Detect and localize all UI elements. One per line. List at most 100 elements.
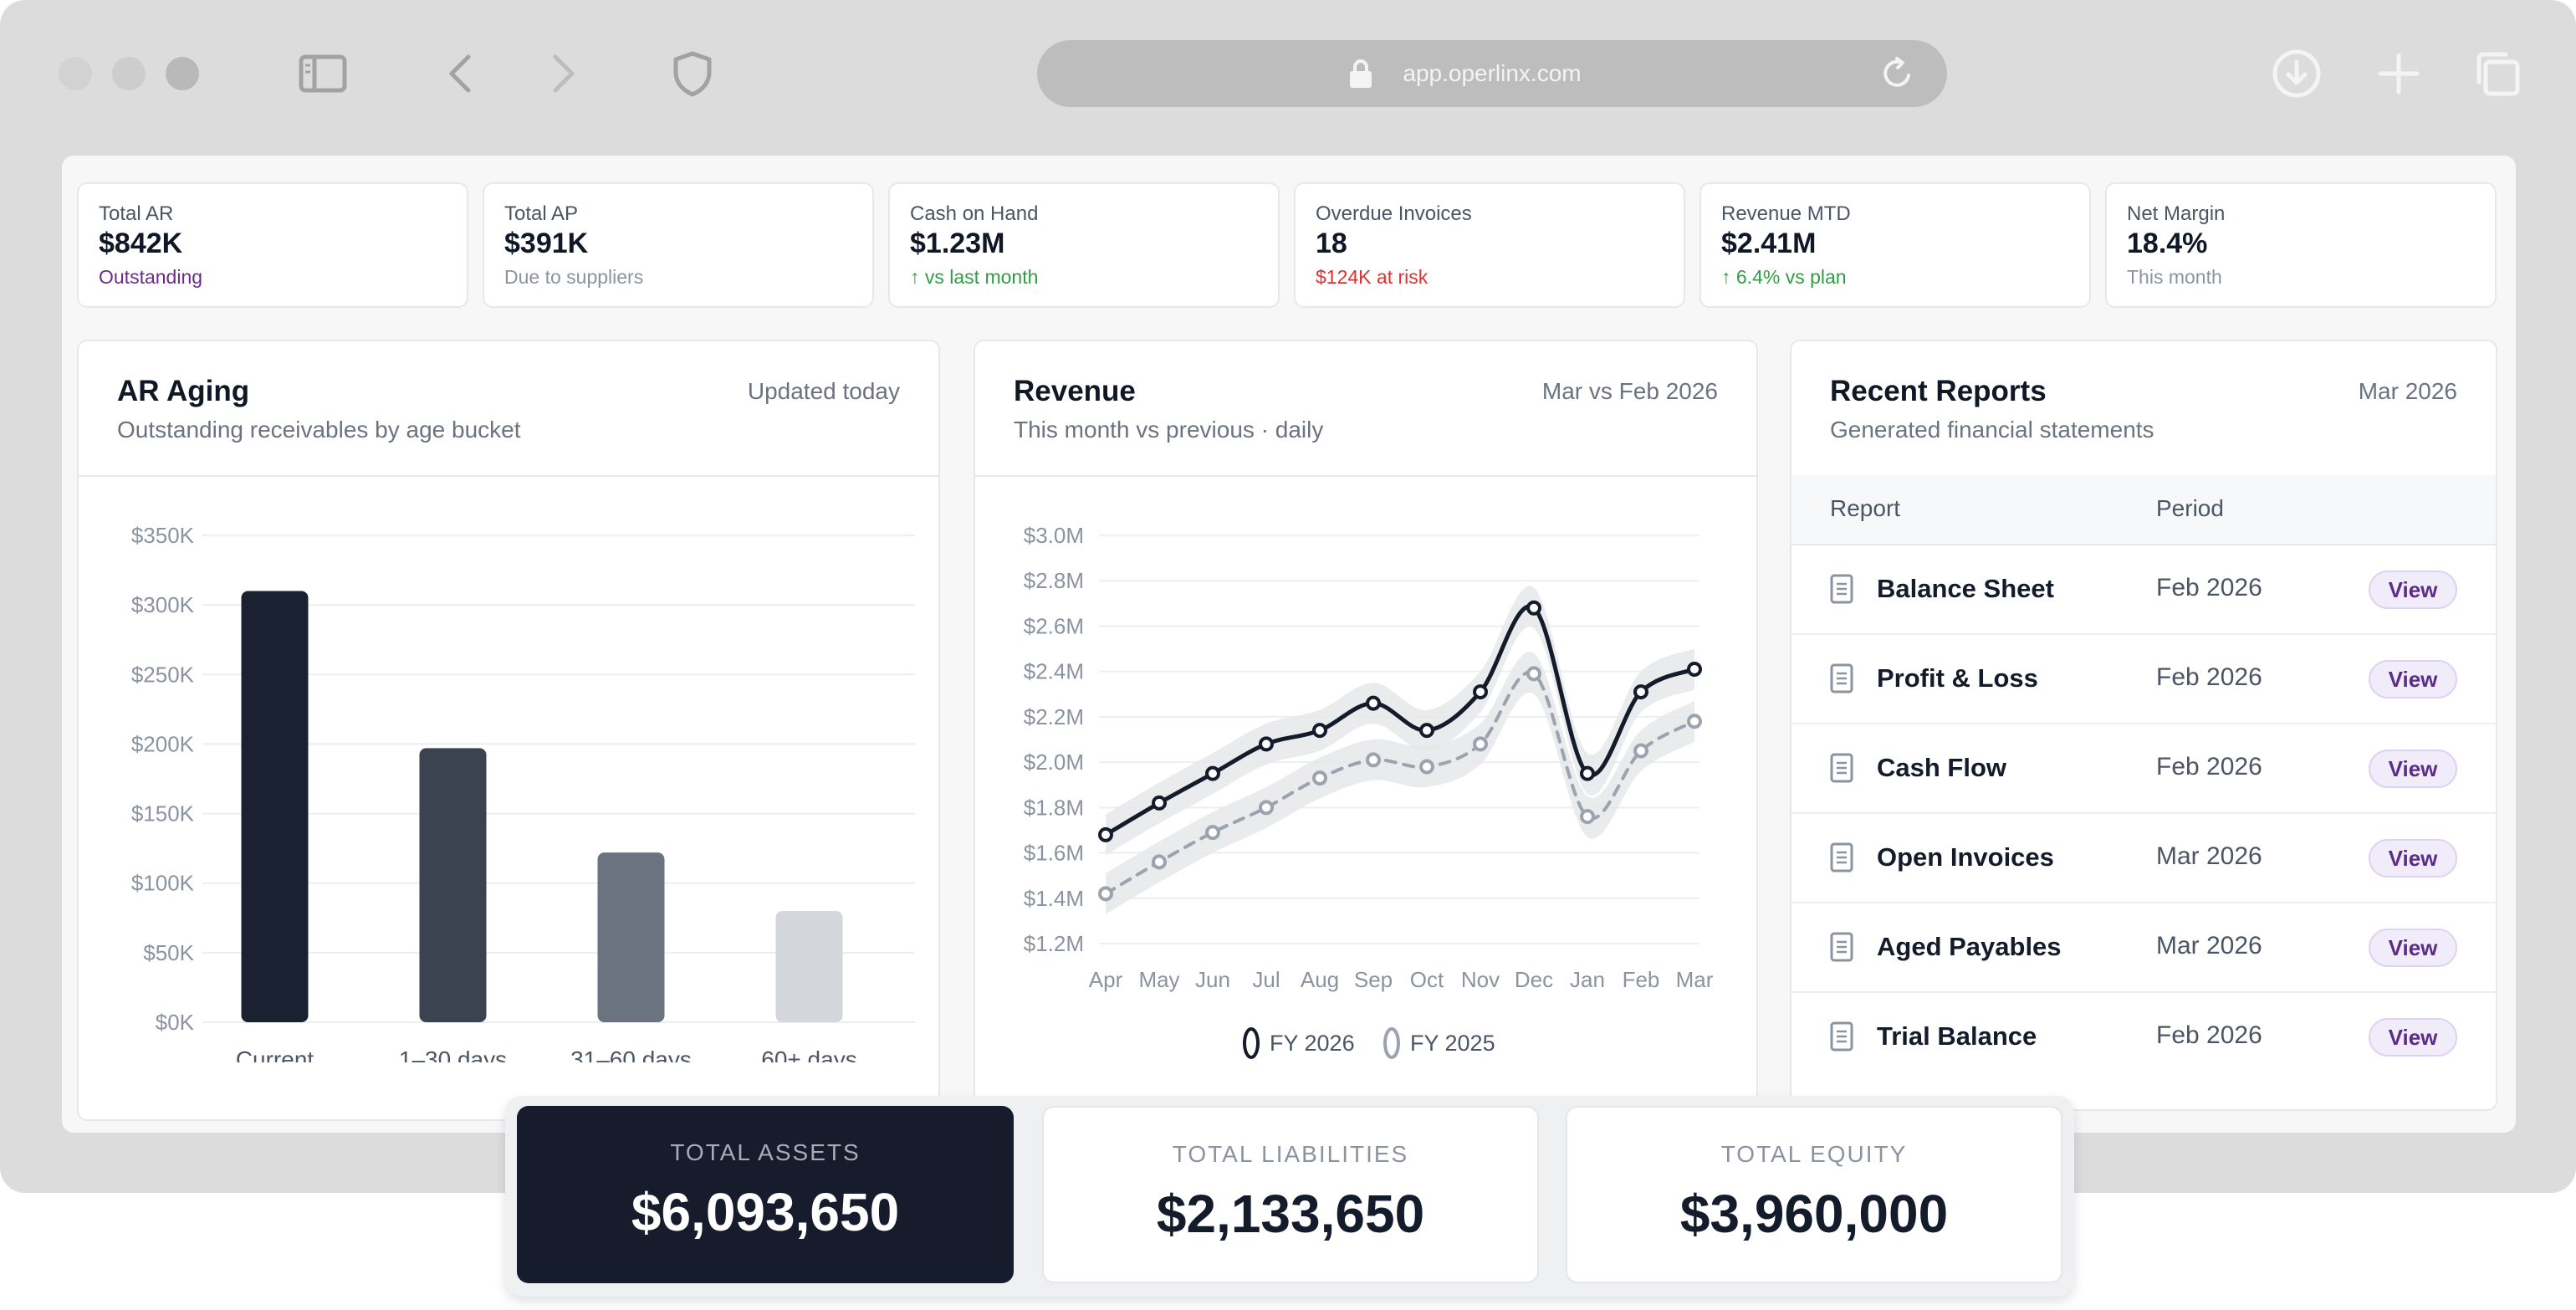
kpi-card-total-ap[interactable]: Total AP $391K Due to suppliers bbox=[483, 182, 874, 308]
kpi-card-overdue-invoices[interactable]: Overdue Invoices 18 $124K at risk bbox=[1294, 182, 1685, 308]
total-equity-card: TOTAL EQUITY $3,960,000 bbox=[1566, 1106, 2062, 1283]
kpi-card-revenue-mtd[interactable]: Revenue MTD $2.41M ↑ 6.4% vs plan bbox=[1699, 182, 2091, 308]
total-value: $3,960,000 bbox=[1679, 1184, 1949, 1244]
table-row[interactable]: Aged Payables Mar 2026 View bbox=[1791, 903, 2496, 993]
address-bar[interactable]: app.operlinx.com bbox=[1037, 40, 1947, 107]
bar bbox=[597, 852, 665, 1022]
data-point bbox=[1259, 800, 1274, 816]
data-point bbox=[1580, 809, 1595, 825]
bar bbox=[419, 748, 487, 1022]
legend-label: FY 2026 bbox=[1270, 1031, 1355, 1056]
x-tick-label: Sep bbox=[1354, 967, 1393, 992]
ar-aging-panel: AR Aging Outstanding receivables by age … bbox=[77, 340, 940, 1121]
x-tick-label: 1–30 days bbox=[399, 1046, 507, 1062]
report-name: Profit & Loss bbox=[1877, 663, 2038, 693]
document-icon bbox=[1830, 842, 1853, 872]
y-tick-label: $3.0M bbox=[1024, 523, 1084, 548]
y-tick-label: $1.6M bbox=[1024, 841, 1084, 866]
table-row[interactable]: Trial Balance Feb 2026 View bbox=[1791, 993, 2496, 1082]
view-report-button[interactable]: View bbox=[2369, 750, 2457, 788]
report-period: Feb 2026 bbox=[2156, 663, 2262, 691]
view-report-button[interactable]: View bbox=[2369, 839, 2457, 878]
data-point bbox=[1526, 666, 1541, 682]
zoom-window-button[interactable] bbox=[166, 57, 199, 90]
view-report-button[interactable]: View bbox=[2369, 660, 2457, 698]
data-point bbox=[1366, 752, 1381, 768]
kpi-sub: $124K at risk bbox=[1316, 266, 1429, 288]
table-row[interactable]: Profit & Loss Feb 2026 View bbox=[1791, 635, 2496, 724]
view-report-button[interactable]: View bbox=[2369, 929, 2457, 967]
confidence-band bbox=[1106, 586, 1694, 856]
document-icon bbox=[1830, 574, 1853, 604]
x-tick-label: 31–60 days bbox=[570, 1046, 692, 1062]
x-tick-label: Feb bbox=[1623, 967, 1660, 992]
data-point bbox=[1633, 684, 1648, 700]
data-point bbox=[1419, 723, 1434, 739]
kpi-card-cash-on-hand[interactable]: Cash on Hand $1.23M ↑ vs last month bbox=[888, 182, 1280, 308]
kpi-sub: This month bbox=[2127, 266, 2222, 288]
data-point bbox=[1205, 825, 1220, 841]
totals-strip: TOTAL ASSETS $6,093,650 TOTAL LIABILITIE… bbox=[505, 1096, 2074, 1297]
x-tick-label: Jun bbox=[1195, 967, 1230, 992]
kpi-card-net-margin[interactable]: Net Margin 18.4% This month bbox=[2105, 182, 2497, 308]
data-point bbox=[1259, 736, 1274, 752]
panel-meta: Mar vs Feb 2026 bbox=[1541, 378, 1718, 404]
data-point bbox=[1473, 684, 1488, 700]
data-point bbox=[1580, 765, 1595, 781]
report-name: Balance Sheet bbox=[1877, 574, 2054, 603]
panel-divider bbox=[975, 475, 1756, 477]
kpi-label: Total AP bbox=[504, 202, 579, 225]
close-window-button[interactable] bbox=[59, 57, 92, 90]
back-icon[interactable] bbox=[435, 47, 488, 100]
data-point bbox=[1098, 886, 1113, 902]
download-icon[interactable] bbox=[2270, 47, 2323, 100]
bar bbox=[241, 591, 309, 1022]
x-tick-label: Dec bbox=[1515, 967, 1553, 992]
url-text: app.operlinx.com bbox=[1403, 60, 1582, 86]
minimize-window-button[interactable] bbox=[112, 57, 146, 90]
total-value: $2,133,650 bbox=[1156, 1184, 1425, 1244]
y-tick-label: $1.8M bbox=[1024, 795, 1084, 820]
table-row[interactable]: Cash Flow Feb 2026 View bbox=[1791, 724, 2496, 814]
x-tick-label: May bbox=[1138, 967, 1179, 992]
view-report-button[interactable]: View bbox=[2369, 571, 2457, 609]
tabs-overview-icon[interactable] bbox=[2471, 47, 2524, 100]
document-icon bbox=[1830, 753, 1853, 783]
x-tick-label: Mar bbox=[1676, 967, 1714, 992]
view-report-button[interactable]: View bbox=[2369, 1018, 2457, 1057]
data-point bbox=[1366, 695, 1381, 711]
y-tick-label: $250K bbox=[131, 662, 195, 687]
table-row[interactable]: Open Invoices Mar 2026 View bbox=[1791, 814, 2496, 903]
kpi-value: $2.41M bbox=[1721, 228, 1817, 259]
document-icon bbox=[1830, 663, 1853, 693]
column-header-period: Period bbox=[2156, 495, 2224, 521]
total-label: TOTAL LIABILITIES bbox=[1172, 1141, 1409, 1167]
reload-icon[interactable] bbox=[1877, 54, 1917, 94]
panel-title: Revenue bbox=[1014, 375, 1136, 407]
kpi-value: 18.4% bbox=[2127, 228, 2208, 259]
table-row[interactable]: Balance Sheet Feb 2026 View bbox=[1791, 545, 2496, 635]
lock-icon bbox=[1350, 59, 1372, 88]
total-liabilities-card: TOTAL LIABILITIES $2,133,650 bbox=[1042, 1106, 1539, 1283]
forward-icon[interactable] bbox=[535, 47, 589, 100]
report-period: Mar 2026 bbox=[2156, 932, 2262, 959]
kpi-card-total-ar[interactable]: Total AR $842K Outstanding bbox=[77, 182, 468, 308]
report-period: Feb 2026 bbox=[2156, 574, 2262, 601]
kpi-value: 18 bbox=[1316, 228, 1347, 259]
x-tick-label: Aug bbox=[1301, 967, 1339, 992]
panel-meta: Updated today bbox=[747, 378, 900, 404]
y-tick-label: $350K bbox=[131, 523, 195, 548]
legend-marker bbox=[1383, 1027, 1400, 1059]
new-tab-icon[interactable] bbox=[2372, 47, 2425, 100]
y-tick-label: $2.4M bbox=[1024, 659, 1084, 684]
legend-label: FY 2025 bbox=[1410, 1031, 1495, 1056]
data-point bbox=[1526, 600, 1541, 616]
report-period: Feb 2026 bbox=[2156, 1021, 2262, 1049]
panel-subtitle: This month vs previous · daily bbox=[1014, 417, 1324, 443]
shield-icon[interactable] bbox=[666, 47, 719, 100]
sidebar-toggle-icon[interactable] bbox=[296, 47, 350, 100]
revenue-panel: Revenue This month vs previous · daily M… bbox=[974, 340, 1758, 1121]
panel-title: Recent Reports bbox=[1830, 375, 2047, 407]
y-tick-label: $2.0M bbox=[1024, 750, 1084, 775]
kpi-sub: Due to suppliers bbox=[504, 266, 644, 288]
